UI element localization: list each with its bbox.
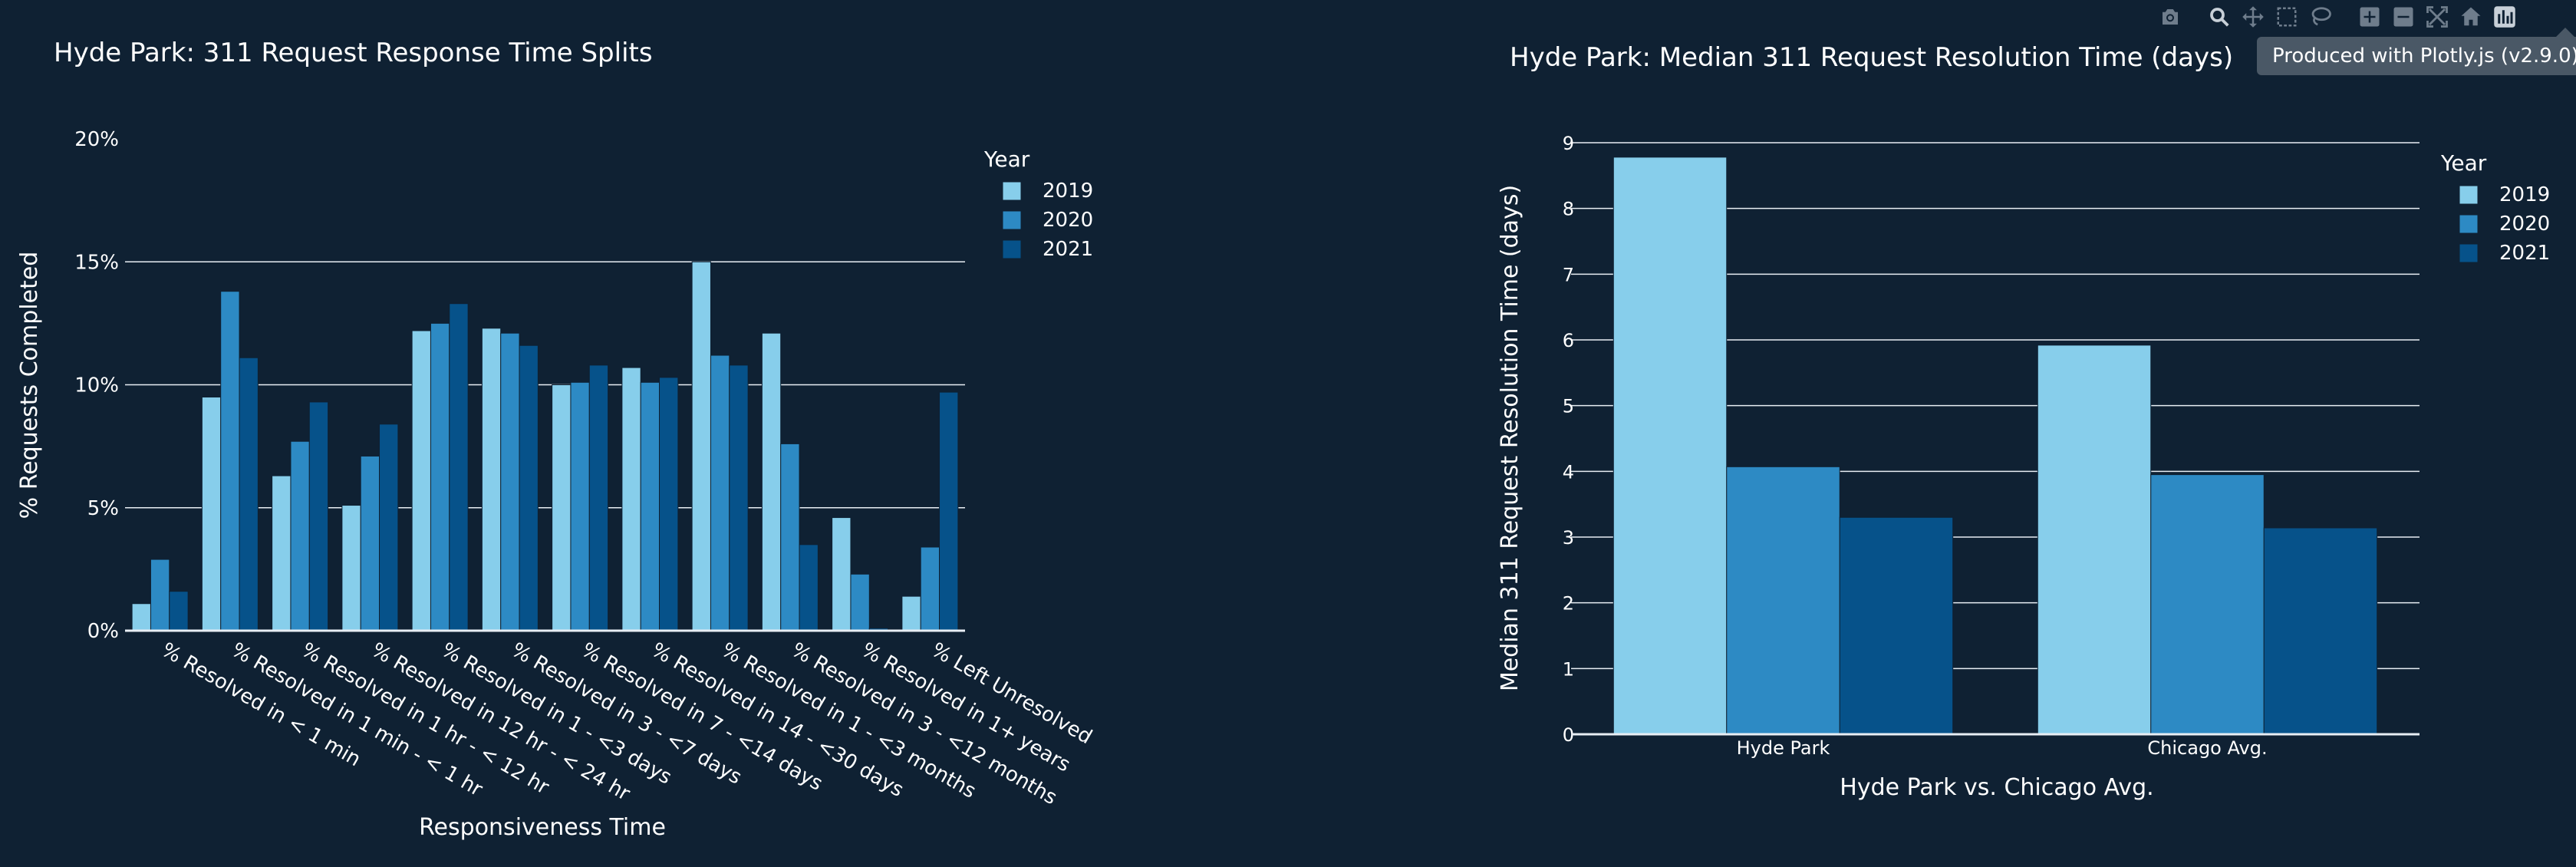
bar-2021 xyxy=(729,364,749,631)
bar-2021 xyxy=(308,401,329,631)
x-tick-label: Chicago Avg. xyxy=(2147,737,2267,759)
legend-title: Year xyxy=(983,147,1030,172)
x-tick-label: Hyde Park xyxy=(1737,737,1830,759)
legend-label-2020: 2020 xyxy=(2499,213,2550,236)
legend-swatch-2021 xyxy=(1002,239,1022,259)
median-resolution-chart: Hyde Park: Median 311 Request Resolution… xyxy=(1458,0,2576,864)
y-axis-title: % Requests Completed xyxy=(16,252,43,519)
legend-swatch-2019 xyxy=(2459,185,2479,205)
bar-2021 xyxy=(379,424,399,631)
median-resolution-svg: Hyde Park: Median 311 Request Resolution… xyxy=(1497,42,2550,801)
bar-2019 xyxy=(481,328,502,631)
bar-2019 xyxy=(1612,157,1728,735)
y-tick-label: 9 xyxy=(1563,133,1574,154)
y-tick-label: 3 xyxy=(1563,527,1574,549)
bar-2020 xyxy=(570,381,590,631)
y-tick-label: 5 xyxy=(1563,396,1574,417)
bar-2019 xyxy=(901,595,921,631)
bar-2019 xyxy=(341,505,361,631)
bar-2020 xyxy=(360,455,380,631)
bar-2020 xyxy=(220,291,240,631)
y-tick-label: 1 xyxy=(1563,658,1574,680)
plotly-logo-icon[interactable] xyxy=(2490,2,2519,31)
bar-2021 xyxy=(2263,527,2378,735)
bar-2020 xyxy=(430,322,450,631)
bar-2021 xyxy=(588,364,609,631)
legend-label-2019: 2019 xyxy=(2499,183,2550,206)
autoscale-icon[interactable] xyxy=(2423,2,2452,31)
bar-2021 xyxy=(169,591,189,631)
bar-2020 xyxy=(500,332,520,631)
bar-2020 xyxy=(710,354,730,631)
bar-2019 xyxy=(411,330,431,631)
bar-2019 xyxy=(2037,344,2152,735)
y-tick-label: 4 xyxy=(1563,461,1574,483)
response-time-splits-svg: Hyde Park: 311 Request Response Time Spl… xyxy=(16,38,1096,841)
bar-2019 xyxy=(201,397,222,631)
camera-icon[interactable] xyxy=(2156,2,2185,31)
bar-2019 xyxy=(552,384,572,631)
legend-label-2020: 2020 xyxy=(1043,209,1093,232)
legend-title: Year xyxy=(2440,150,2487,176)
zoom-in-icon[interactable] xyxy=(2355,2,2384,31)
legend-swatch-2020 xyxy=(2459,214,2479,234)
y-tick-label: 7 xyxy=(1563,264,1574,285)
bar-2020 xyxy=(780,443,800,631)
bar-2020 xyxy=(640,381,660,631)
plot-modebar xyxy=(2156,2,2519,32)
bar-2020 xyxy=(150,559,170,631)
y-tick-label: 5% xyxy=(87,497,119,520)
legend-label-2021: 2021 xyxy=(2499,242,2550,265)
x-tick-label: % Resolved in 3 - <12 months xyxy=(787,638,1060,809)
y-axis-title: Median 311 Request Resolution Time (days… xyxy=(1497,185,1524,691)
box-select-icon[interactable] xyxy=(2272,2,2301,31)
legend-swatch-2019 xyxy=(1002,181,1022,201)
chart-title: Hyde Park: 311 Request Response Time Spl… xyxy=(54,38,653,68)
bar-2021 xyxy=(659,377,679,631)
y-tick-label: 8 xyxy=(1563,199,1574,220)
y-tick-label: 0 xyxy=(1563,724,1574,746)
bar-2019 xyxy=(832,517,852,631)
bar-2020 xyxy=(1726,466,1840,735)
bar-2021 xyxy=(449,303,469,631)
bar-2020 xyxy=(290,440,310,631)
y-tick-label: 2 xyxy=(1563,593,1574,615)
legend-label-2019: 2019 xyxy=(1043,180,1093,203)
x-axis-title: Hyde Park vs. Chicago Avg. xyxy=(1840,774,2153,801)
y-tick-label: 0% xyxy=(87,620,119,643)
zoom-icon[interactable] xyxy=(2205,2,2234,31)
x-axis-title: Responsiveness Time xyxy=(419,814,666,841)
legend-swatch-2021 xyxy=(2459,243,2479,263)
lasso-icon[interactable] xyxy=(2306,2,2335,31)
bar-2019 xyxy=(691,261,711,631)
bar-2019 xyxy=(272,475,292,631)
bar-2020 xyxy=(850,573,870,631)
y-tick-label: 20% xyxy=(74,128,119,151)
zoom-out-icon[interactable] xyxy=(2389,2,2418,31)
bar-2021 xyxy=(239,357,259,631)
bar-2019 xyxy=(621,367,641,631)
home-icon[interactable] xyxy=(2456,2,2485,31)
bar-2021 xyxy=(799,544,819,631)
chart-title: Hyde Park: Median 311 Request Resolution… xyxy=(1510,42,2233,73)
bar-2021 xyxy=(519,344,539,631)
plotly-version-tooltip: Produced with Plotly.js (v2.9.0) xyxy=(2257,28,2576,75)
legend-label-2021: 2021 xyxy=(1043,238,1093,261)
bar-2020 xyxy=(2150,474,2265,735)
y-tick-label: 10% xyxy=(74,374,119,397)
response-time-splits-chart: Hyde Park: 311 Request Response Time Spl… xyxy=(16,38,1096,841)
bar-2019 xyxy=(761,332,782,631)
pan-icon[interactable] xyxy=(2238,2,2268,31)
y-tick-label: 15% xyxy=(74,251,119,274)
bar-2021 xyxy=(1839,516,1954,735)
y-tick-label: 6 xyxy=(1563,330,1574,351)
bar-2019 xyxy=(131,603,151,631)
bar-2020 xyxy=(920,546,940,631)
legend-swatch-2020 xyxy=(1002,210,1022,230)
bar-2021 xyxy=(939,391,959,631)
